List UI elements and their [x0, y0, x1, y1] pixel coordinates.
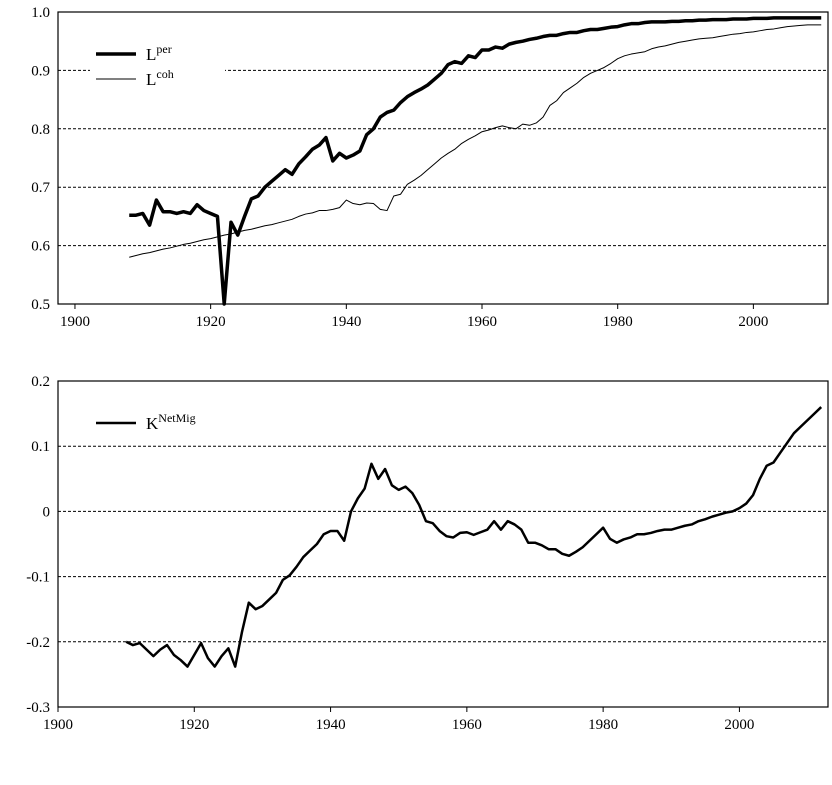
x-tick-label: 1940 — [331, 314, 361, 330]
x-tick-label: 1980 — [603, 314, 633, 330]
x-tick-label: 1980 — [588, 717, 618, 733]
x-tick-label: 1900 — [60, 314, 90, 330]
y-tick-label: -0.1 — [26, 570, 50, 586]
legend-box — [90, 40, 225, 98]
series-line — [125, 406, 823, 668]
y-tick-label: 0.5 — [31, 297, 50, 313]
series-line — [129, 24, 822, 258]
legend-box — [90, 409, 225, 442]
y-tick-label: 0.2 — [31, 374, 50, 390]
x-tick-label: 1900 — [43, 717, 73, 733]
plot-frame — [57, 380, 829, 708]
y-tick-label: 0.9 — [31, 63, 50, 79]
legend-label-superscript: NetMig — [158, 411, 195, 425]
legend-label: Lper — [146, 42, 172, 64]
y-tick-label: 0.8 — [31, 122, 50, 138]
legend-label-base: L — [146, 45, 156, 64]
legend-label-base: L — [146, 70, 156, 89]
y-tick-label: 0.7 — [31, 180, 50, 196]
y-tick-label: 0.1 — [31, 439, 50, 455]
x-tick-label: 1920 — [179, 717, 209, 733]
x-tick-label: 1940 — [316, 717, 346, 733]
y-tick-label: -0.2 — [26, 635, 50, 651]
y-tick-label: 1.0 — [31, 5, 50, 21]
legend-label: KNetMig — [146, 411, 196, 433]
x-tick-label: 2000 — [724, 717, 754, 733]
legend-label-base: K — [146, 414, 159, 433]
legend-label: Lcoh — [146, 67, 174, 89]
x-tick-label: 2000 — [738, 314, 768, 330]
x-tick-label: 1960 — [467, 314, 497, 330]
legend-label-superscript: coh — [156, 67, 173, 81]
x-tick-label: 1920 — [196, 314, 226, 330]
x-tick-label: 1960 — [452, 717, 482, 733]
plot-frame — [57, 11, 829, 305]
y-tick-label: 0 — [43, 504, 51, 520]
series-line — [129, 16, 822, 306]
legend-label-superscript: per — [156, 42, 171, 56]
y-tick-label: 0.6 — [31, 239, 50, 255]
y-tick-label: -0.3 — [26, 700, 50, 716]
